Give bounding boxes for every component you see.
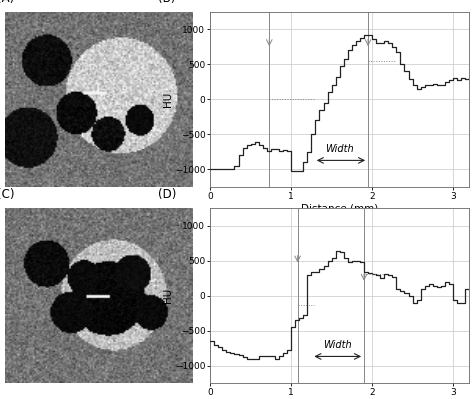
Text: Width: Width (323, 340, 352, 350)
Text: (C): (C) (0, 188, 15, 201)
X-axis label: Distance (mm): Distance (mm) (301, 203, 378, 213)
Y-axis label: HU: HU (164, 92, 173, 107)
Text: Width: Width (326, 144, 354, 154)
Text: (D): (D) (158, 188, 177, 201)
Text: (B): (B) (158, 0, 176, 5)
Y-axis label: HU: HU (164, 288, 173, 303)
Text: (A): (A) (0, 0, 15, 5)
